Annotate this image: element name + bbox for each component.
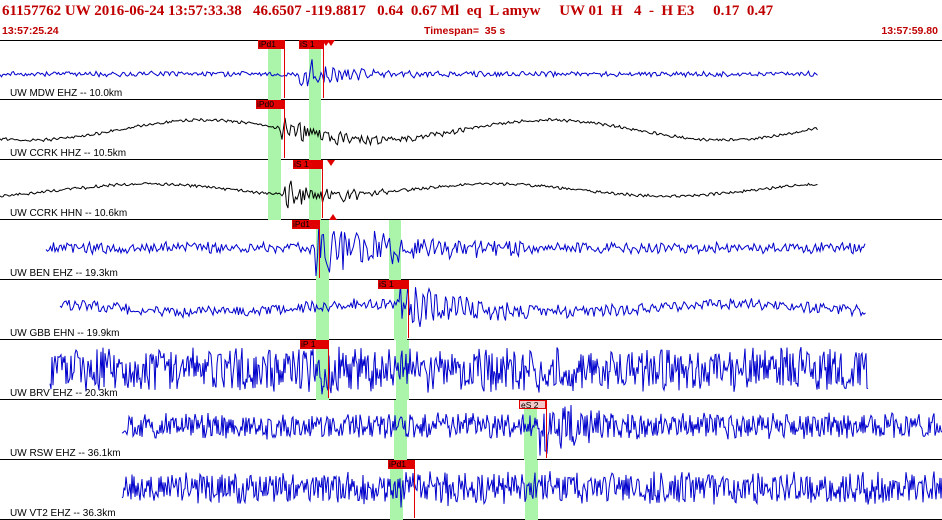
waveform-trace: [121, 404, 942, 456]
waveform-trace: [59, 283, 866, 327]
phase-pick-line[interactable]: [546, 400, 547, 458]
pick-marker-triangle-icon: [327, 160, 335, 166]
phase-pick-line[interactable]: [328, 340, 329, 398]
waveform-panel[interactable]: iPd1 iS 1 UW MDW EHZ -- 10.0km: [0, 40, 942, 100]
waveform-panel[interactable]: iS 1 UW GBB EHN -- 19.9km: [0, 280, 942, 340]
phase-pick-label[interactable]: iS 1: [299, 40, 323, 49]
phase-pick-label[interactable]: iP 1: [300, 340, 328, 349]
waveform-panel[interactable]: eS 2 UW RSW EHZ -- 36.1km: [0, 400, 942, 460]
theoretical-arrival-band: [268, 160, 281, 220]
phase-pick-label[interactable]: iPd0: [256, 100, 284, 109]
channel-label: UW RSW EHZ -- 36.1km: [10, 448, 121, 459]
channel-label: UW GBB EHN -- 19.9km: [10, 328, 120, 339]
channel-label: UW VT2 EHZ -- 36.3km: [10, 508, 116, 519]
phase-pick-label[interactable]: iPd1: [292, 220, 319, 229]
theoretical-arrival-band: [389, 220, 401, 280]
channel-label: UW CCRK HHZ -- 10.5km: [10, 148, 127, 159]
waveform-panel[interactable]: iPd0 UW CCRK HHZ -- 10.5km: [0, 100, 942, 160]
phase-pick-label[interactable]: iS 1: [293, 160, 322, 169]
waveform-trace: [121, 471, 942, 508]
timespan-label: Timespan= 35 s: [424, 25, 506, 37]
waveform-panel[interactable]: iPd1 UW BEN EHZ -- 19.3km: [0, 220, 942, 280]
channel-label: UW BEN EHZ -- 19.3km: [10, 268, 118, 279]
theoretical-arrival-band: [394, 400, 407, 460]
phase-pick-line[interactable]: [323, 40, 324, 98]
pick-marker-triangle-icon: [329, 214, 337, 220]
waveform-trace: [0, 180, 818, 209]
phase-pick-label[interactable]: iPd1: [258, 40, 284, 49]
waveform-panel[interactable]: iP 1 UW BRV EHZ -- 20.3km: [0, 340, 942, 400]
waveform-panel[interactable]: iPd1 UW VT2 EHZ -- 36.3km: [0, 460, 942, 520]
waveform-trace: [45, 221, 866, 277]
theoretical-arrival-band: [309, 100, 321, 160]
waveform-trace: [0, 117, 818, 147]
pick-marker-triangle-icon: [322, 40, 330, 46]
channel-label: UW BRV EHZ -- 20.3km: [10, 388, 118, 399]
theoretical-arrival-band: [309, 160, 321, 220]
pick-marker-triangle-icon: [327, 40, 335, 46]
header-bar: 61157762 UW 2016-06-24 13:57:33.38 46.65…: [0, 0, 942, 41]
phase-pick-label[interactable]: iS 1: [378, 280, 408, 289]
phase-pick-line[interactable]: [414, 460, 415, 518]
waveform-trace: [49, 346, 869, 395]
waveform-trace: [0, 59, 818, 87]
phase-pick-line[interactable]: [284, 100, 285, 158]
event-summary-title: 61157762 UW 2016-06-24 13:57:33.38 46.65…: [2, 3, 774, 19]
theoretical-arrival-band: [268, 100, 281, 160]
phase-pick-label[interactable]: iPd1: [388, 460, 414, 469]
theoretical-arrival-band: [316, 340, 329, 400]
phase-pick-line[interactable]: [319, 220, 320, 278]
phase-pick-line[interactable]: [284, 40, 285, 98]
waveform-panel[interactable]: iS 1 UW CCRK HHN -- 10.6km: [0, 160, 942, 220]
phase-pick-line[interactable]: [408, 280, 409, 338]
phase-pick-label[interactable]: eS 2: [519, 400, 546, 410]
channel-label: UW CCRK HHN -- 10.6km: [10, 208, 128, 219]
theoretical-arrival-band: [268, 40, 281, 100]
start-time: 13:57:25.24: [2, 25, 59, 37]
theoretical-arrival-band: [309, 40, 321, 100]
channel-label: UW MDW EHZ -- 10.0km: [10, 88, 123, 99]
theoretical-arrival-band: [390, 460, 403, 520]
phase-pick-line[interactable]: [322, 160, 323, 218]
theoretical-arrival-band: [394, 280, 407, 340]
end-time: 13:57:59.80: [881, 25, 938, 37]
